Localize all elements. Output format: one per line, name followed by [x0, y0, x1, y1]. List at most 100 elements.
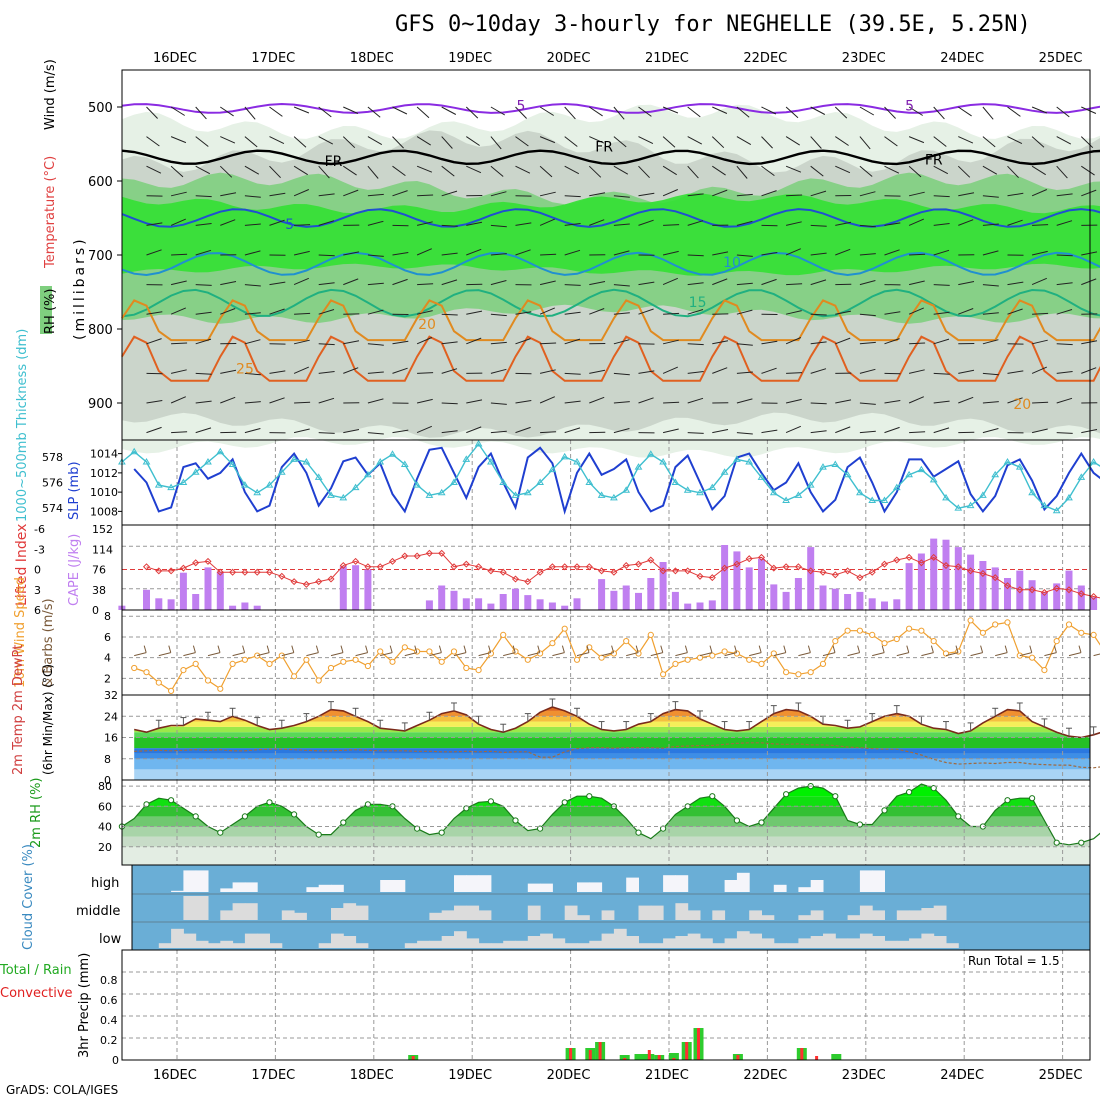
wind-barb [490, 253, 507, 256]
wind-speed-point [881, 640, 888, 647]
wind-speed-point [967, 617, 974, 624]
wind-barb [785, 425, 801, 434]
contour-label: 20 [1013, 397, 1031, 413]
cloud-high-bar [540, 883, 553, 892]
wind-barb [269, 281, 286, 286]
wind-barb [835, 310, 852, 315]
wind-barb [1081, 367, 1097, 374]
wind-barb [416, 310, 433, 315]
cape-bar [696, 602, 704, 610]
wind-barb-10m-flag [242, 645, 246, 653]
wind-barb-10m [773, 652, 786, 657]
wind-barb [392, 136, 404, 149]
wind-barb [441, 136, 453, 149]
wind-barb [490, 280, 507, 286]
thickness-point [610, 493, 618, 501]
wind-barb [416, 221, 433, 226]
wind-barb [884, 249, 900, 256]
wind-barb [269, 192, 286, 197]
wind-barb [1056, 397, 1073, 404]
wind-barb [171, 342, 188, 345]
cape-bar [536, 599, 544, 610]
lifted-index-point [659, 567, 667, 575]
lifted-index-point [1053, 584, 1061, 592]
temp-band [134, 732, 1090, 738]
wind-barb [982, 165, 998, 175]
wind-barb [294, 401, 311, 404]
cloud-high-bar [663, 875, 676, 892]
wind-barb [367, 254, 384, 257]
wind-barb [441, 190, 458, 197]
cloud-low-bar [859, 933, 873, 948]
thickness-point [954, 504, 963, 511]
wind-axis-label: 10m Wind Speed [13, 577, 28, 688]
lifted-index-point [573, 563, 581, 571]
thickness-point [450, 478, 458, 485]
cloud-low-bar [220, 940, 234, 948]
cloud-high-bar [380, 880, 393, 892]
wind-barb-10m-flag [315, 645, 319, 653]
contour-label: FR [325, 154, 343, 170]
wind-barb [490, 165, 504, 177]
thickness-point [437, 488, 446, 496]
precip-conv-bar [815, 1056, 819, 1060]
thickness-point [228, 460, 237, 468]
contour-label: 15 [689, 295, 707, 311]
thickness-point [388, 450, 397, 457]
isotherm-15 [121, 288, 1100, 318]
wind-barb [416, 398, 433, 404]
temp-band [134, 721, 1090, 727]
cloud-middle-bar [749, 910, 762, 920]
cloud-middle-bar [343, 903, 357, 920]
cloud-high-bar [466, 875, 480, 892]
wind-barb [367, 136, 383, 146]
wind-barb [1007, 370, 1024, 374]
wind-barb [539, 280, 556, 286]
lifted-index-point [647, 556, 655, 564]
cloud-low-bar [798, 938, 812, 948]
slp-axis-label: SLP (mb) [67, 461, 82, 520]
wind-barb [957, 165, 971, 178]
precip-conv-bar [685, 1042, 689, 1060]
temp-axis-label: 2m Temp 2m DewPt [11, 645, 26, 776]
wind-barb-10m-flag [611, 645, 615, 653]
cloud-high-bar [220, 888, 234, 892]
wind-barb [540, 253, 557, 256]
wind-barb [810, 136, 822, 149]
lifted-index-point [216, 568, 224, 576]
wind-barb [367, 398, 384, 404]
wind-barb [244, 195, 261, 198]
cloud-middle-bar [564, 905, 578, 920]
wind-barb [220, 369, 237, 374]
wind-barb-10m [134, 652, 147, 657]
thickness-point [917, 465, 926, 473]
rh-point [291, 811, 298, 818]
cape-bar [733, 551, 741, 610]
cape-bar [917, 553, 925, 610]
cape-bar [979, 561, 987, 610]
cape-axis-label-text: CAPE (J/kg) [67, 534, 82, 606]
thickness-point [868, 496, 877, 503]
wind-barb-10m-flag [832, 645, 836, 653]
thickness-point [942, 493, 950, 501]
wind-barb [663, 224, 680, 226]
wind-barb [416, 425, 432, 434]
wind-barb [933, 223, 950, 226]
wind-barb [392, 165, 406, 177]
wind-barb [146, 338, 162, 345]
wind-barb [564, 311, 581, 315]
cape-tick-label: 152 [92, 523, 113, 536]
wind-barb [663, 401, 680, 404]
wind-barb [1056, 343, 1073, 346]
wind-barb [835, 165, 851, 174]
wind-barb [588, 165, 602, 178]
wind-barb [539, 369, 556, 374]
wind-speed-point [241, 656, 248, 663]
bottom-date-label: 23DEC [842, 1068, 886, 1083]
wind-barb [933, 165, 949, 175]
wind-barb [1007, 219, 1023, 226]
wind-barb [220, 219, 236, 226]
wind-barb [466, 426, 482, 434]
cape-bar [1028, 580, 1036, 610]
wind-speed-point [696, 654, 704, 661]
